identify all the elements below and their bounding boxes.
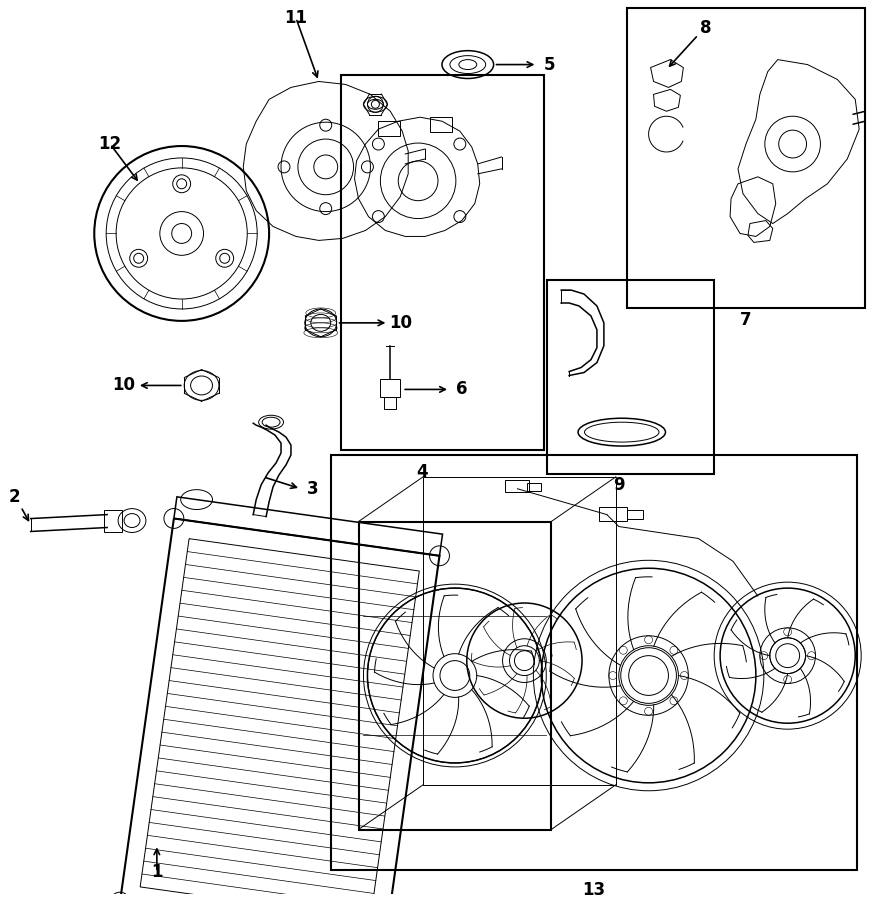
Bar (627, 509, 643, 518)
Bar (385, 398, 396, 410)
Bar (505, 480, 529, 491)
Bar (330, 455, 857, 870)
Text: 12: 12 (99, 135, 122, 153)
Text: 5: 5 (543, 56, 555, 74)
Bar (599, 507, 627, 520)
Text: 10: 10 (389, 314, 412, 332)
Text: 13: 13 (582, 881, 605, 899)
Text: 1: 1 (151, 863, 162, 881)
Text: 3: 3 (307, 480, 318, 498)
Text: 7: 7 (740, 310, 752, 328)
Text: 2: 2 (9, 488, 21, 506)
Bar (430, 117, 452, 132)
Bar (627, 8, 865, 308)
Bar (104, 509, 122, 533)
Bar (341, 75, 544, 450)
Text: 9: 9 (613, 476, 624, 494)
Text: 4: 4 (416, 463, 428, 481)
Bar (528, 482, 542, 491)
Text: 11: 11 (284, 9, 308, 27)
Bar (548, 280, 714, 474)
Bar (380, 380, 400, 398)
Text: 10: 10 (112, 376, 135, 394)
Bar (378, 122, 400, 136)
Text: 6: 6 (456, 381, 467, 399)
Text: 8: 8 (700, 19, 712, 37)
